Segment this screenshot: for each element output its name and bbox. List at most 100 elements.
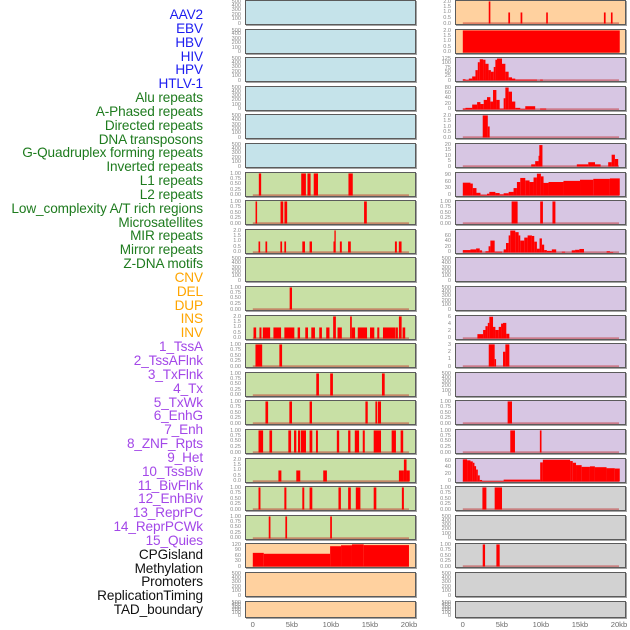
y-tick-label: 0 [447,392,451,399]
feature-bar [520,12,523,24]
y-tick-label: 0 [237,134,241,141]
coverage-step [462,249,471,253]
coverage-step [575,249,580,253]
y-tick-label: 200 [441,607,451,614]
y-tick-label: 0.00 [230,363,241,370]
track-baseline [462,508,619,511]
feature-bar [309,241,312,253]
track-label-dna-transposons: DNA transposons [98,131,203,147]
track-plot [462,30,620,53]
coverage-step [505,87,509,110]
y-tick-label: 100 [441,60,451,67]
track-plot [462,1,619,24]
feature-bar [395,327,398,339]
feature-bar [398,470,404,482]
y-tick-label: 0 [237,49,241,56]
coverage-step [588,162,596,167]
feature-bar [316,373,319,396]
coverage-step [570,460,573,482]
feature-bar [323,470,327,482]
y-tick-label: 2 [447,327,451,334]
track-panel-replicationtiming [455,572,626,597]
coverage-step [531,164,536,167]
y-tick-label: 100 [231,101,241,108]
y-tick-label: 0.50 [230,352,241,359]
feature-bar [258,241,261,253]
feature-bar [348,430,351,453]
y-tick-label: 1.0 [233,238,241,245]
feature-bar [268,516,271,539]
feature-bar [258,430,264,453]
coverage-step [594,466,607,482]
y-tick-label: 0.25 [440,415,451,422]
coverage-step [581,466,590,482]
track-label-hpv: HPV [175,62,203,78]
feature-bar [284,327,295,339]
coverage-step [487,322,490,339]
feature-bar [381,373,385,396]
y-tick-label: 400 [231,88,241,95]
track-panel-del [245,572,416,597]
coverage-step [576,164,589,167]
coverage-step [462,79,466,81]
coverage-step [506,333,510,339]
coverage-step [538,155,540,167]
coverage-step [489,191,496,196]
track-label-14-reprpcwk: 14_ReprPCWk [113,519,203,535]
track-plot [245,86,416,111]
feature-bar [510,430,515,453]
track-label-aav2: AAV2 [169,7,203,22]
feature-bar [309,401,312,424]
y-tick-label: 100 [441,588,451,595]
y-tick-label: 1.0 [443,38,451,45]
y-tick-label: 1.00 [440,485,451,492]
y-tick-label: 200 [441,297,451,304]
y-tick-label: 5 [447,158,451,165]
y-tick-label: 1.00 [440,542,451,549]
y-tick-label: 0.50 [230,495,241,502]
track-plot [252,344,409,368]
coverage-step [487,193,490,196]
coverage-step [540,175,544,196]
track-plot [462,316,619,339]
y-tick-label: 1.0 [233,467,241,474]
y-tick-label: 20 [444,100,451,107]
y-tick-label: 500 [231,256,241,263]
coverage-step [580,179,594,196]
track-plot [252,173,409,196]
y-tick-label: 1.00 [440,399,451,406]
track-panel-hiv [245,85,416,111]
track-label-mirror-repeats: Mirror repeats [119,242,203,258]
x-tick-label: 0 [460,620,465,629]
y-tick-label: 0.00 [440,449,451,456]
feature-bar [336,430,340,453]
y-tick-label: 0.25 [230,415,241,422]
y-tick-label: 0.5 [233,472,241,479]
coverage-step [614,468,620,482]
y-tick-label: 0.50 [230,181,241,188]
y-tick-label: 100 [441,387,451,394]
feature-bar [258,173,262,196]
y-tick-label: 100 [231,130,241,137]
y-tick-label: 400 [231,260,241,267]
coverage-step [479,250,483,253]
coverage-step [520,240,525,253]
x-tick-label: 15kb [361,620,379,629]
coverage-step [563,180,581,196]
coverage-step [468,78,473,81]
feature-bar [539,430,542,453]
y-tick-label: 0 [447,363,451,370]
y-tick-label: 300 [441,522,451,529]
track-plot [462,430,619,453]
track-label-6-enhg: 6_EnhG [153,408,203,424]
x-tick-label: 20kb [400,620,418,629]
coverage-step [476,192,481,196]
y-tick-label: 1.5 [443,3,451,10]
y-tick-label: 2.0 [233,227,241,234]
y-tick-label: 200 [441,269,451,276]
track-baseline [462,365,619,368]
track-plot [462,458,620,482]
y-tick-label: 30 [234,558,241,565]
coverage-step [330,546,342,567]
track-baseline [462,336,619,339]
